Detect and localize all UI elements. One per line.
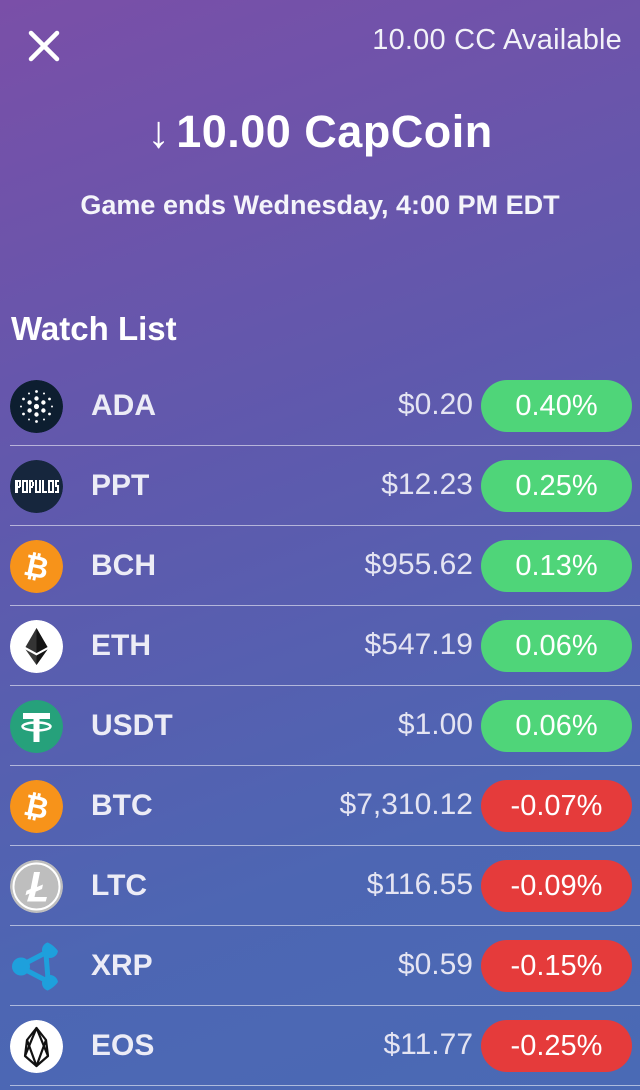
coin-price: $0.59 — [397, 948, 473, 981]
change-badge[interactable]: 0.40% — [481, 380, 632, 432]
change-badge[interactable]: 0.06% — [481, 700, 632, 752]
coin-price: $1.00 — [397, 708, 473, 741]
watch-list-item-ltc[interactable]: LTC $116.55 -0.09% — [10, 846, 640, 926]
coin-price: $12.23 — [381, 468, 473, 501]
coin-symbol: ETH — [91, 629, 151, 662]
watch-list-item-xrp[interactable]: XRP $0.59 -0.15% — [10, 926, 640, 1006]
cardano-icon — [10, 380, 63, 433]
change-badge[interactable]: -0.25% — [481, 1020, 632, 1072]
watch-list-item-ppt[interactable]: PPT $12.23 0.25% — [10, 446, 640, 526]
coin-price: $11.77 — [383, 1028, 473, 1061]
watch-list-item-eos[interactable]: EOS $11.77 -0.25% — [10, 1006, 640, 1086]
change-badge[interactable]: 0.06% — [481, 620, 632, 672]
coin-price: $116.55 — [366, 868, 473, 901]
watch-list-item-ada[interactable]: ADA $0.20 0.40% — [10, 366, 640, 446]
close-button[interactable] — [24, 26, 64, 66]
coin-price: $547.19 — [364, 628, 473, 661]
ethereum-icon — [10, 620, 63, 673]
ripple-icon — [10, 940, 63, 993]
coin-symbol: BTC — [91, 789, 153, 822]
available-balance: 10.00 CC Available — [372, 24, 622, 56]
coin-symbol: BCH — [91, 549, 156, 582]
change-badge[interactable]: 0.25% — [481, 460, 632, 512]
coin-symbol: XRP — [91, 949, 153, 982]
trade-amount: ↓ 10.00 CapCoin — [0, 106, 640, 158]
eos-icon — [10, 1020, 63, 1073]
coin-symbol: ADA — [91, 389, 156, 422]
coin-symbol: USDT — [91, 709, 173, 742]
tether-icon — [10, 700, 63, 753]
amount-value: 10.00 CapCoin — [176, 106, 493, 157]
watch-list-item-eth[interactable]: ETH $547.19 0.06% — [10, 606, 640, 686]
close-icon — [28, 30, 60, 62]
change-badge[interactable]: 0.13% — [481, 540, 632, 592]
coin-price: $7,310.12 — [339, 788, 473, 821]
coin-symbol: PPT — [91, 469, 150, 502]
populous-icon — [10, 460, 63, 513]
change-badge[interactable]: -0.15% — [481, 940, 632, 992]
coin-symbol: EOS — [91, 1029, 155, 1062]
watch-list-item-btc[interactable]: ₿ BTC $7,310.12 -0.07% — [10, 766, 640, 846]
change-badge[interactable]: -0.07% — [481, 780, 632, 832]
arrow-down-icon: ↓ — [147, 106, 171, 157]
watch-list-item-usdt[interactable]: USDT $1.00 0.06% — [10, 686, 640, 766]
change-badge[interactable]: -0.09% — [481, 860, 632, 912]
coin-price: $955.62 — [364, 548, 473, 581]
game-end-notice: Game ends Wednesday, 4:00 PM EDT — [80, 190, 560, 220]
litecoin-icon — [10, 860, 63, 913]
watch-list-title: Watch List — [11, 310, 177, 347]
coin-symbol: LTC — [91, 869, 148, 902]
watch-list-item-bch[interactable]: ₿ BCH $955.62 0.13% — [10, 526, 640, 606]
watch-list: ADA $0.20 0.40% PPT $12.23 0.25% — [0, 366, 640, 1086]
bitcoin-icon: ₿ — [10, 780, 63, 833]
bitcoin-cash-icon: ₿ — [10, 540, 63, 593]
coin-price: $0.20 — [397, 388, 473, 421]
